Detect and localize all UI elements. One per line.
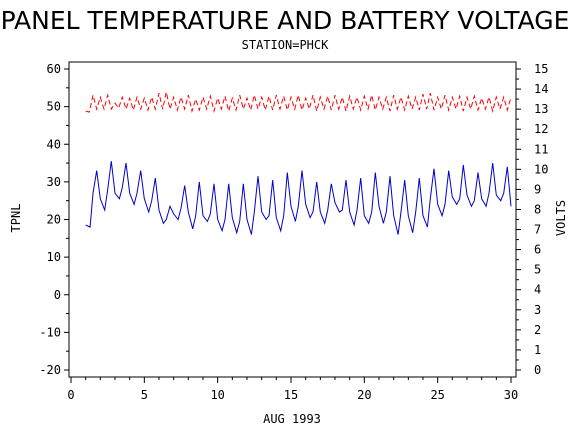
chart-title: PANEL TEMPERATURE AND BATTERY VOLTAGE — [1, 6, 570, 35]
left-tick-label: 0 — [54, 288, 61, 302]
x-tick-label: 15 — [284, 388, 298, 402]
left-tick-label: -20 — [39, 363, 61, 377]
left-tick-label: 30 — [47, 175, 61, 189]
left-axis-ticks: -20 -10 0 10 20 30 40 50 60 — [39, 62, 69, 377]
x-axis-label: AUG 1993 — [263, 412, 321, 426]
x-tick-label: 0 — [67, 388, 74, 402]
right-tick-label: 13 — [534, 102, 548, 116]
x-tick-label: 30 — [504, 388, 518, 402]
x-tick-label: 20 — [357, 388, 371, 402]
left-tick-label: -10 — [39, 325, 61, 339]
left-tick-label: 40 — [47, 137, 61, 151]
temperature-series-line — [85, 161, 512, 235]
right-tick-label: 1 — [534, 343, 541, 357]
x-axis-ticks: 0 5 10 15 20 25 30 — [67, 377, 518, 402]
right-tick-label: 3 — [534, 303, 541, 317]
voltage-series-line — [85, 91, 512, 114]
right-tick-label: 11 — [534, 142, 548, 156]
right-tick-label: 7 — [534, 223, 541, 237]
right-tick-label: 8 — [534, 202, 541, 216]
right-tick-label: 6 — [534, 243, 541, 257]
left-axis-label: TPNL — [9, 204, 23, 233]
right-tick-label: 14 — [534, 82, 548, 96]
x-tick-label: 25 — [430, 388, 444, 402]
right-tick-label: 5 — [534, 263, 541, 277]
left-tick-label: 50 — [47, 100, 61, 114]
left-tick-label: 10 — [47, 250, 61, 264]
right-tick-label: 0 — [534, 363, 541, 377]
right-tick-label: 4 — [534, 283, 541, 297]
left-tick-label: 20 — [47, 213, 61, 227]
right-tick-label: 2 — [534, 323, 541, 337]
x-tick-label: 5 — [141, 388, 148, 402]
right-tick-label: 10 — [534, 162, 548, 176]
series-layer — [85, 91, 512, 235]
left-tick-label: 60 — [47, 62, 61, 76]
chart-subtitle: STATION=PHCK — [242, 38, 329, 52]
right-axis-label: VOLTS — [554, 200, 568, 236]
right-tick-label: 12 — [534, 122, 548, 136]
x-tick-label: 10 — [210, 388, 224, 402]
right-tick-label: 15 — [534, 62, 548, 76]
right-tick-label: 9 — [534, 182, 541, 196]
